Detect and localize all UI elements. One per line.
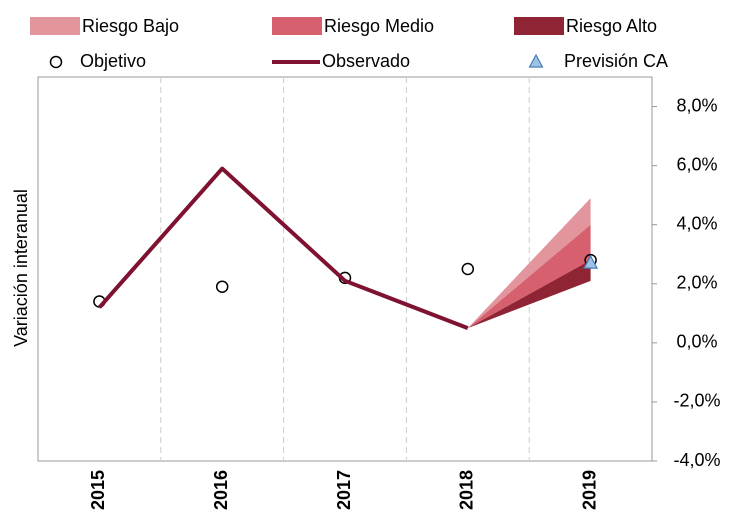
x-tick-label: 2016	[211, 470, 231, 510]
fan-band	[467, 224, 591, 329]
legend-label: Riesgo Bajo	[82, 16, 179, 36]
y-tick-label: 8,0%	[676, 95, 717, 115]
legend-label: Observado	[322, 51, 410, 71]
x-tick-label: 2017	[334, 470, 354, 510]
legend-symbol	[49, 55, 63, 69]
fan-band	[467, 198, 591, 329]
y-tick-label: -4,0%	[673, 450, 720, 470]
legend-label: Riesgo Medio	[324, 16, 434, 36]
x-tick-label: 2019	[579, 470, 599, 510]
y-tick-label: 4,0%	[676, 213, 717, 233]
x-tick-label: 2015	[88, 470, 108, 510]
legend-label: Objetivo	[80, 51, 146, 71]
forecast-marker	[583, 254, 599, 269]
legend-label: Riesgo Alto	[566, 16, 657, 36]
y-tick-label: 6,0%	[676, 154, 717, 174]
legend-symbol	[528, 53, 544, 68]
x-tick-label: 2018	[457, 470, 477, 510]
legend-swatch	[514, 17, 564, 35]
target-marker	[461, 262, 475, 276]
target-marker	[215, 280, 229, 293]
y-axis-label: Variación interanual	[11, 189, 31, 347]
y-tick-label: 2,0%	[676, 273, 717, 293]
legend-swatch	[30, 17, 80, 35]
fan-band	[467, 260, 591, 329]
y-tick-label: -2,0%	[673, 391, 720, 411]
plot-frame	[37, 76, 653, 462]
legend-swatch	[272, 17, 322, 35]
y-tick-label: 0,0%	[676, 332, 717, 352]
legend-label: Previsión CA	[564, 51, 668, 71]
observed-line	[97, 166, 469, 330]
